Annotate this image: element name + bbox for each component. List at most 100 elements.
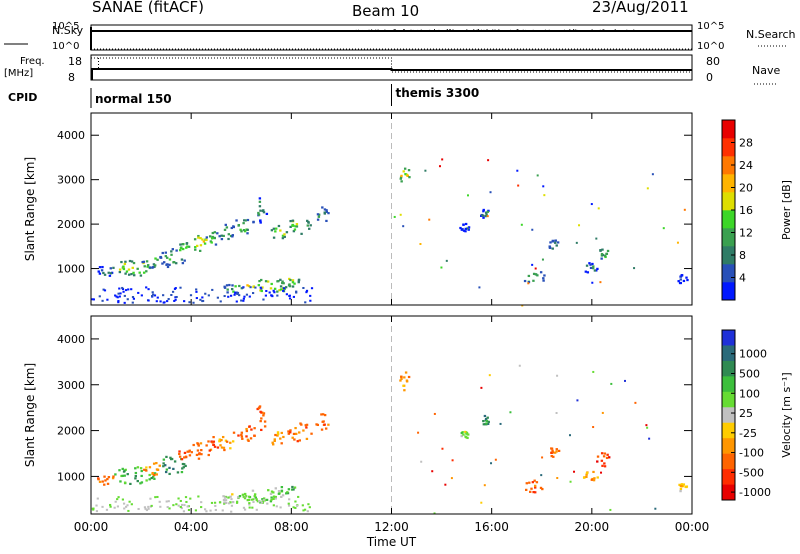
range-cell xyxy=(680,483,684,486)
range-cell xyxy=(402,170,405,173)
range-cell xyxy=(265,212,269,216)
ground-scatter-cell xyxy=(166,506,169,509)
ground-scatter-cell xyxy=(174,296,177,299)
range-cell xyxy=(486,210,490,213)
ground-scatter-cell xyxy=(131,295,135,298)
ground-scatter-cell xyxy=(116,498,119,501)
range-cell xyxy=(403,167,407,170)
colorbar-segment xyxy=(722,438,735,454)
range-cell xyxy=(172,261,176,264)
range-cell xyxy=(106,478,109,481)
sparse-cell xyxy=(499,422,502,425)
range-cell xyxy=(680,485,683,488)
range-cell xyxy=(227,237,230,241)
colorbar-segment xyxy=(722,228,735,247)
range-cell xyxy=(276,431,280,434)
ground-scatter-cell xyxy=(132,297,135,300)
range-cell xyxy=(139,274,143,277)
scatter-patch xyxy=(399,371,411,392)
x-tick-label: 08:00 xyxy=(274,520,309,534)
range-cell xyxy=(600,252,604,256)
range-cell xyxy=(605,456,609,460)
range-cell xyxy=(98,272,102,275)
range-cell xyxy=(288,283,291,286)
ground-scatter-cell xyxy=(185,500,188,503)
range-cell xyxy=(210,241,213,244)
sparse-cell xyxy=(486,215,489,218)
range-cell xyxy=(550,454,553,458)
range-cell xyxy=(239,228,242,231)
range-cell xyxy=(145,469,148,472)
scatter-patch xyxy=(222,493,240,504)
ground-scatter-cell xyxy=(251,498,255,501)
range-cell xyxy=(556,241,560,244)
range-cell xyxy=(272,491,275,494)
range-cell xyxy=(159,256,163,259)
ground-scatter-cell xyxy=(248,503,251,506)
ground-scatter-cell xyxy=(259,286,262,289)
range-cell xyxy=(148,266,152,269)
scatter-patch xyxy=(112,259,156,277)
range-cell xyxy=(297,281,300,284)
ground-scatter-cell xyxy=(144,507,147,510)
ground-scatter-cell xyxy=(159,300,162,303)
range-cell xyxy=(532,490,535,494)
colorbar-tick-label: -100 xyxy=(739,447,764,460)
range-cell xyxy=(127,273,131,276)
range-cell xyxy=(150,476,153,480)
range-cell xyxy=(131,266,134,269)
range-cell xyxy=(123,481,127,484)
range-cell xyxy=(238,495,242,498)
range-cell xyxy=(542,279,545,282)
sparse-cell xyxy=(521,304,524,307)
ground-scatter-cell xyxy=(273,291,276,294)
range-cell xyxy=(145,270,148,273)
range-cell xyxy=(591,267,595,270)
range-cell xyxy=(205,444,208,447)
range-cell xyxy=(266,280,270,283)
range-cell xyxy=(603,452,607,455)
ground-scatter-cell xyxy=(167,298,170,301)
ground-scatter-cell xyxy=(195,297,198,300)
range-cell xyxy=(539,271,543,274)
range-cell xyxy=(531,481,535,484)
ground-scatter-cell xyxy=(301,504,304,507)
x-tick-label: 00:00 xyxy=(74,520,109,534)
ground-scatter-cell xyxy=(116,296,119,299)
ground-scatter-cell xyxy=(131,301,134,304)
sparse-cell xyxy=(633,267,636,270)
ground-scatter-cell xyxy=(183,504,186,507)
range-cell xyxy=(267,489,270,492)
range-cell xyxy=(127,268,131,271)
range-cell xyxy=(153,477,156,480)
ground-scatter-cell xyxy=(151,291,154,294)
range-cell xyxy=(529,490,532,493)
ground-scatter-cell xyxy=(109,505,112,508)
sparse-cell xyxy=(590,203,593,206)
range-cell xyxy=(243,219,246,222)
range-cell xyxy=(276,290,279,293)
range-cell xyxy=(525,482,528,485)
y-tick-label: 2000 xyxy=(57,425,85,438)
noise-tick-bottom-left: 10^0 xyxy=(52,41,79,52)
range-cell xyxy=(271,441,274,444)
range-cell xyxy=(603,465,607,468)
range-cell xyxy=(226,291,229,294)
range-cell xyxy=(404,173,407,176)
scatter-patch xyxy=(218,435,235,452)
sparse-cell xyxy=(433,412,436,415)
range-cell xyxy=(134,471,138,475)
range-cell xyxy=(269,492,273,496)
range-cell xyxy=(323,413,327,417)
range-cell xyxy=(316,218,320,221)
range-cell xyxy=(316,213,320,216)
range-cell xyxy=(104,479,107,482)
range-cell xyxy=(241,493,245,496)
nsearch-label: N.Search xyxy=(746,28,796,41)
range-cell xyxy=(466,436,469,440)
range-cell xyxy=(152,263,156,266)
colorbar-segment xyxy=(722,376,735,393)
range-cell xyxy=(258,200,262,203)
ground-scatter-cell xyxy=(175,503,178,506)
colorbar-segment xyxy=(722,330,735,346)
